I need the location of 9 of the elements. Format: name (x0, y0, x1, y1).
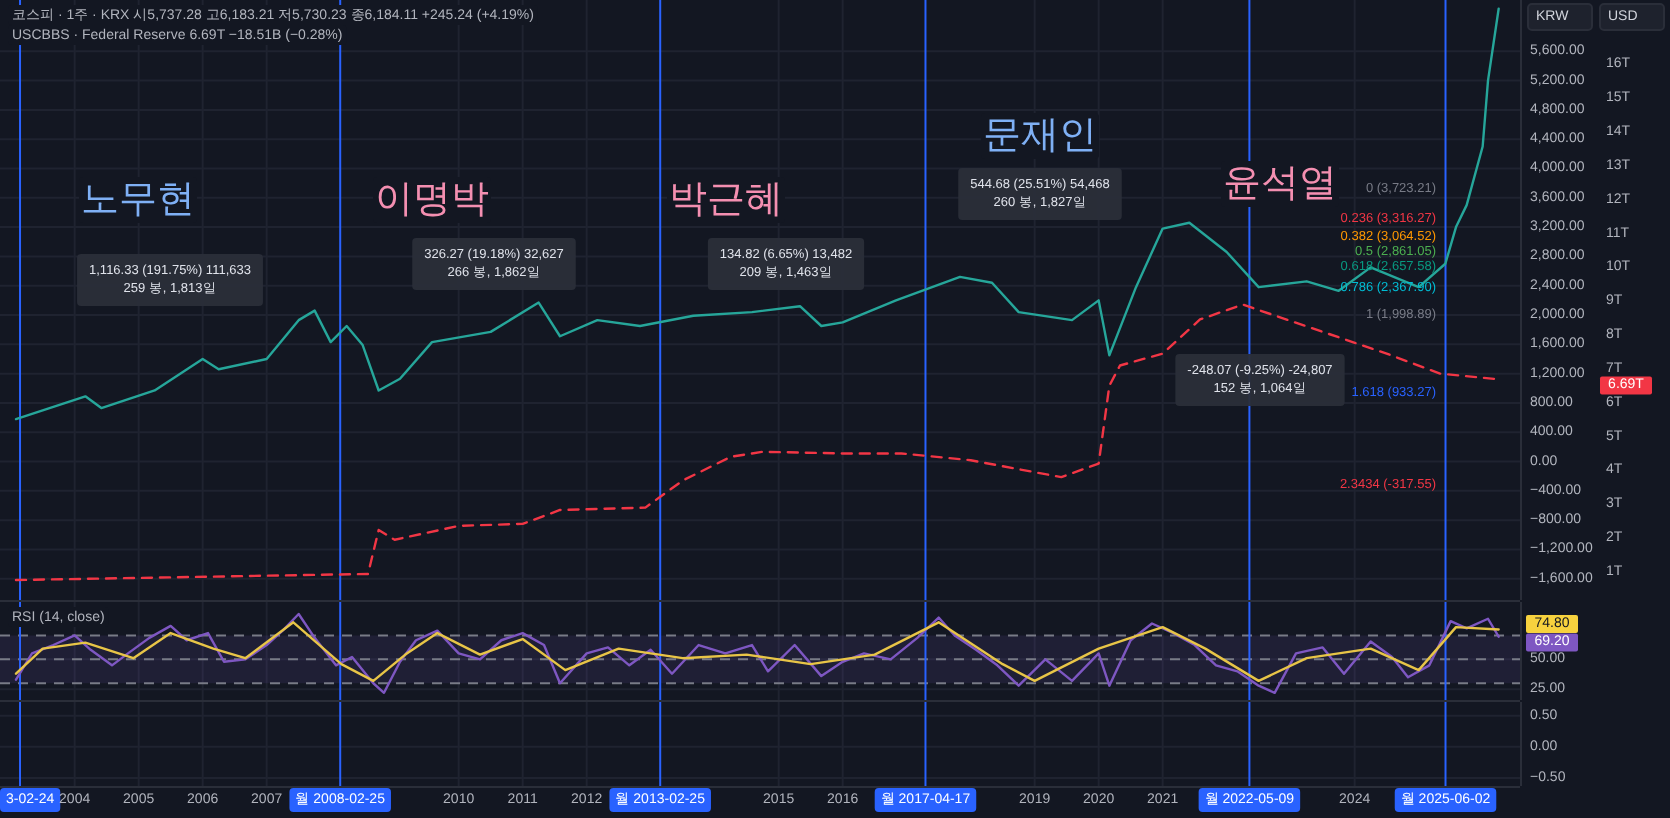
annotation: 박근혜 (669, 179, 783, 221)
annotation: 윤석열 (1223, 163, 1337, 205)
line-series (14, 7, 1500, 421)
annotation: 문재인 (983, 115, 1097, 157)
line-series (14, 303, 1500, 582)
annotation: 노무현 (81, 179, 195, 221)
line-series (14, 621, 1500, 683)
line-series (14, 612, 1500, 695)
annotation: 이명박 (375, 179, 489, 221)
